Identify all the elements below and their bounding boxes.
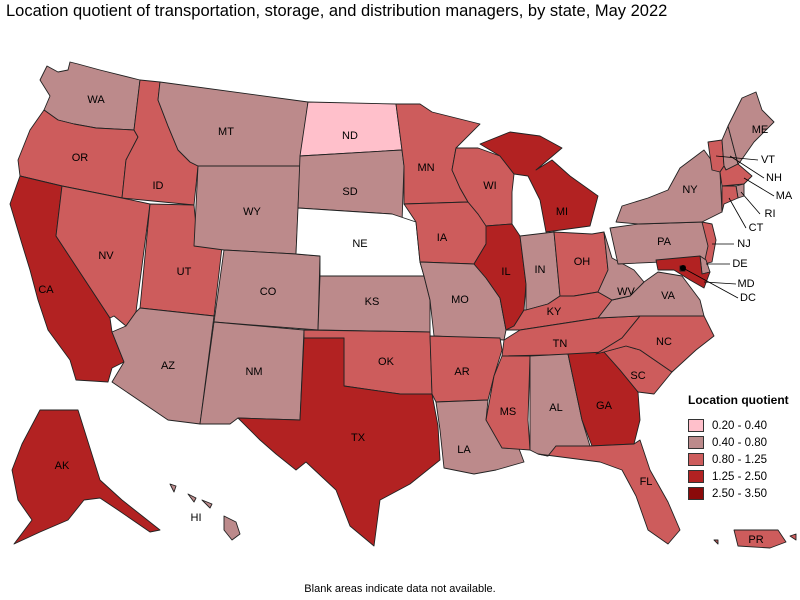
state-label-ks: KS <box>365 296 380 308</box>
state-label-ia: IA <box>437 232 448 244</box>
state-label-sc: SC <box>630 370 645 382</box>
state-label-va: VA <box>661 290 676 302</box>
state-label-wa: WA <box>87 94 105 106</box>
state-label-wy: WY <box>243 206 261 218</box>
legend-swatch <box>688 436 704 449</box>
map-legend: Location quotient 0.20 - 0.40 0.40 - 0.8… <box>688 393 798 502</box>
legend-label: 0.80 - 1.25 <box>712 453 767 466</box>
leader-line-ct <box>728 197 747 229</box>
state-me <box>727 91 775 165</box>
state-ny <box>615 149 723 225</box>
legend-swatch <box>688 419 704 432</box>
state-label-mo: MO <box>451 294 469 306</box>
state-label-oh: OH <box>574 256 591 268</box>
state-label-az: AZ <box>161 360 175 372</box>
state-label-or: OR <box>72 152 89 164</box>
state-tx <box>237 337 441 547</box>
state-label-ms: MS <box>500 406 517 418</box>
state-label-co: CO <box>260 286 277 298</box>
state-label-nd: ND <box>342 130 358 142</box>
map-title: Location quotient of transportation, sto… <box>6 2 668 20</box>
state-label-nc: NC <box>656 336 672 348</box>
legend-label: 1.25 - 2.50 <box>712 470 767 483</box>
state-label-md: MD <box>737 278 754 290</box>
state-label-nv: NV <box>98 250 114 262</box>
state-label-pa: PA <box>657 236 672 248</box>
state-fl <box>537 439 681 545</box>
state-label-ct: CT <box>749 222 764 234</box>
state-label-id: ID <box>153 180 164 192</box>
state-label-ar: AR <box>454 366 469 378</box>
state-label-mn: MN <box>417 162 434 174</box>
state-label-fl: FL <box>640 476 653 488</box>
state-label-ne: NE <box>352 238 367 250</box>
state-label-ut: UT <box>177 266 192 278</box>
state-ms <box>485 355 531 451</box>
state-md <box>655 255 711 289</box>
legend-swatch <box>688 453 704 466</box>
state-label-tn: TN <box>553 338 568 350</box>
state-pr <box>713 529 797 549</box>
state-wi <box>451 147 515 227</box>
legend-label: 0.40 - 0.80 <box>712 436 767 449</box>
leader-line-ma <box>743 177 775 197</box>
data-availability-note: Blank areas indicate data not available. <box>304 583 496 595</box>
state-label-nh: NH <box>766 172 782 184</box>
state-label-ma: MA <box>776 190 793 202</box>
legend-item: 2.50 - 3.50 <box>688 485 798 502</box>
legend-swatch <box>688 487 704 500</box>
state-label-mi: MI <box>556 206 568 218</box>
legend-item: 1.25 - 2.50 <box>688 468 798 485</box>
state-label-vt: VT <box>761 154 775 166</box>
legend-title: Location quotient <box>688 393 789 407</box>
state-label-dc: DC <box>740 292 756 304</box>
legend-swatch <box>688 470 704 483</box>
state-label-ny: NY <box>682 184 698 196</box>
state-label-wi: WI <box>483 180 496 192</box>
state-hi <box>169 483 241 541</box>
state-label-sd: SD <box>342 186 357 198</box>
state-label-nm: NM <box>245 366 262 378</box>
state-ks <box>317 275 431 333</box>
state-label-me: ME <box>752 124 769 136</box>
state-label-in: IN <box>535 264 546 276</box>
state-label-ri: RI <box>765 208 776 220</box>
legend-item: 0.20 - 0.40 <box>688 417 798 434</box>
state-label-ca: CA <box>38 284 54 296</box>
state-label-tx: TX <box>351 432 366 444</box>
leader-line-dc <box>682 267 739 299</box>
state-label-nj: NJ <box>737 238 750 250</box>
state-label-ak: AK <box>55 460 70 472</box>
state-label-hi: HI <box>191 512 202 524</box>
leader-line-vt <box>715 155 759 161</box>
state-label-mt: MT <box>218 126 234 138</box>
state-label-wv: WV <box>617 286 635 298</box>
state-nj <box>701 221 717 265</box>
state-label-de: DE <box>732 258 747 270</box>
legend-label: 2.50 - 3.50 <box>712 487 767 500</box>
leader-line-ri <box>740 191 761 215</box>
legend-item: 0.40 - 0.80 <box>688 434 798 451</box>
state-ak <box>11 409 161 545</box>
state-la <box>435 399 525 475</box>
legend-item: 0.80 - 1.25 <box>688 451 798 468</box>
state-label-ga: GA <box>596 400 613 412</box>
state-label-ok: OK <box>378 356 395 368</box>
leader-line-nh <box>729 155 765 179</box>
legend-label: 0.20 - 0.40 <box>712 419 767 432</box>
state-nc <box>595 315 715 373</box>
state-label-il: IL <box>501 266 510 278</box>
dc-marker <box>680 265 686 271</box>
state-ar <box>429 335 503 403</box>
state-label-ky: KY <box>547 306 562 318</box>
state-mi <box>479 131 599 233</box>
state-label-al: AL <box>549 402 562 414</box>
state-label-la: LA <box>457 444 471 456</box>
state-label-pr: PR <box>748 534 763 546</box>
